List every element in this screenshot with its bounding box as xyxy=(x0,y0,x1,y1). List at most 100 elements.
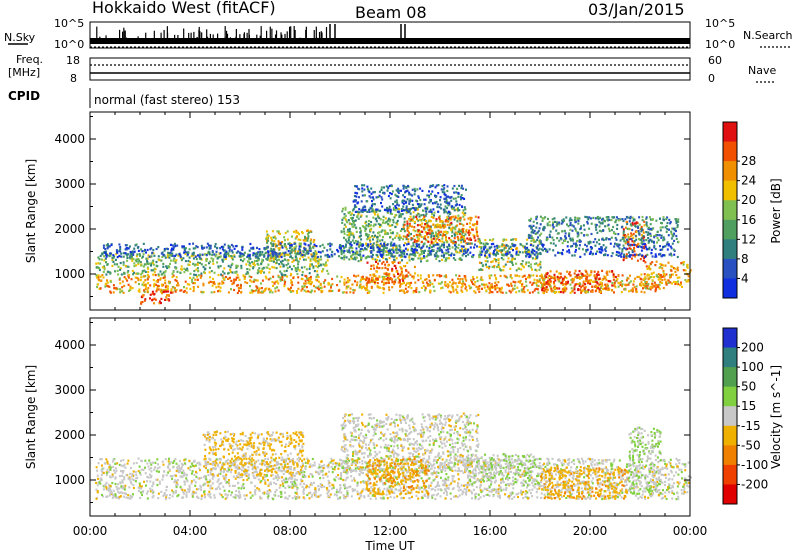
data-cell xyxy=(610,236,613,239)
data-cell xyxy=(111,264,114,267)
data-cell xyxy=(593,275,596,278)
data-cell xyxy=(646,248,648,251)
data-cell xyxy=(396,232,399,235)
data-cell xyxy=(354,185,357,188)
data-cell xyxy=(426,284,429,287)
data-cell xyxy=(295,245,298,248)
data-cell xyxy=(424,198,427,201)
data-cell xyxy=(665,283,668,286)
data-cell xyxy=(174,266,177,269)
data-cell xyxy=(428,194,430,197)
data-cell xyxy=(365,279,368,282)
data-cell xyxy=(374,234,376,237)
data-cell xyxy=(363,188,366,191)
data-cell xyxy=(629,223,632,226)
data-cell xyxy=(425,281,428,284)
data-cell xyxy=(545,285,548,289)
data-cell xyxy=(561,277,564,280)
data-cell xyxy=(448,257,451,260)
data-cell xyxy=(270,259,273,262)
data-cell xyxy=(414,254,417,257)
data-cell xyxy=(544,216,547,219)
data-cell xyxy=(370,220,373,224)
data-cell xyxy=(207,244,210,247)
data-cell xyxy=(458,280,461,283)
data-cell xyxy=(443,230,446,233)
data-cell xyxy=(417,233,420,237)
data-cell xyxy=(556,276,559,279)
data-cell xyxy=(432,232,434,235)
data-cell xyxy=(403,185,406,188)
data-cell xyxy=(266,233,269,236)
data-cell xyxy=(115,253,118,256)
data-cell xyxy=(550,290,553,293)
data-cell xyxy=(531,248,534,251)
data-cell xyxy=(112,260,115,263)
data-cell xyxy=(350,216,353,220)
data-cell xyxy=(164,256,167,259)
data-cell xyxy=(682,263,685,266)
data-cell xyxy=(199,257,202,260)
data-cell xyxy=(353,274,355,277)
data-cell xyxy=(432,243,435,246)
data-cell xyxy=(193,273,196,276)
data-cell xyxy=(352,220,355,223)
data-cell xyxy=(399,246,402,249)
data-cell xyxy=(346,286,349,289)
data-cell xyxy=(99,275,102,278)
data-cell xyxy=(228,255,231,258)
data-cell xyxy=(401,275,404,278)
data-cell xyxy=(488,253,491,256)
data-cell xyxy=(432,223,435,226)
data-cell xyxy=(532,274,535,277)
data-cell xyxy=(383,272,386,275)
data-cell xyxy=(140,273,143,276)
data-cell xyxy=(401,228,403,231)
data-cell xyxy=(272,251,275,254)
data-cell xyxy=(230,243,233,247)
data-cell xyxy=(307,278,310,282)
data-cell xyxy=(612,225,615,229)
data-cell xyxy=(665,224,668,228)
data-cell xyxy=(431,249,434,252)
data-cell xyxy=(219,255,222,258)
data-cell xyxy=(561,288,564,291)
data-cell xyxy=(285,269,288,272)
data-cell xyxy=(187,263,190,266)
data-cell xyxy=(576,232,579,235)
data-cell xyxy=(473,246,476,249)
data-cell xyxy=(411,247,414,250)
data-cell xyxy=(143,275,146,278)
data-cell xyxy=(480,262,483,265)
data-cell xyxy=(542,226,545,229)
data-cell xyxy=(259,250,262,254)
data-cell xyxy=(394,281,397,284)
data-cell xyxy=(295,258,298,261)
data-cell xyxy=(137,277,140,280)
data-cell xyxy=(253,264,256,267)
data-cell xyxy=(386,244,389,247)
data-cell xyxy=(611,252,614,255)
data-cell xyxy=(376,208,379,211)
data-cell xyxy=(677,240,680,243)
data-cell xyxy=(492,238,495,241)
data-cell xyxy=(186,254,189,257)
data-cell xyxy=(270,238,273,242)
data-cell xyxy=(644,244,647,247)
data-cell xyxy=(363,205,366,208)
data-cell xyxy=(277,232,280,235)
data-cell xyxy=(402,209,405,212)
data-cell xyxy=(302,258,305,261)
data-cell xyxy=(330,284,333,287)
data-cell xyxy=(352,236,355,239)
data-cell xyxy=(437,243,440,246)
data-cell xyxy=(290,286,292,289)
data-cell xyxy=(536,238,539,242)
data-cell xyxy=(607,227,610,230)
data-cell xyxy=(405,274,408,277)
data-cell xyxy=(277,240,280,243)
data-cell xyxy=(511,242,514,245)
data-cell xyxy=(358,243,360,246)
data-cell xyxy=(256,259,258,262)
data-cell xyxy=(460,222,463,226)
